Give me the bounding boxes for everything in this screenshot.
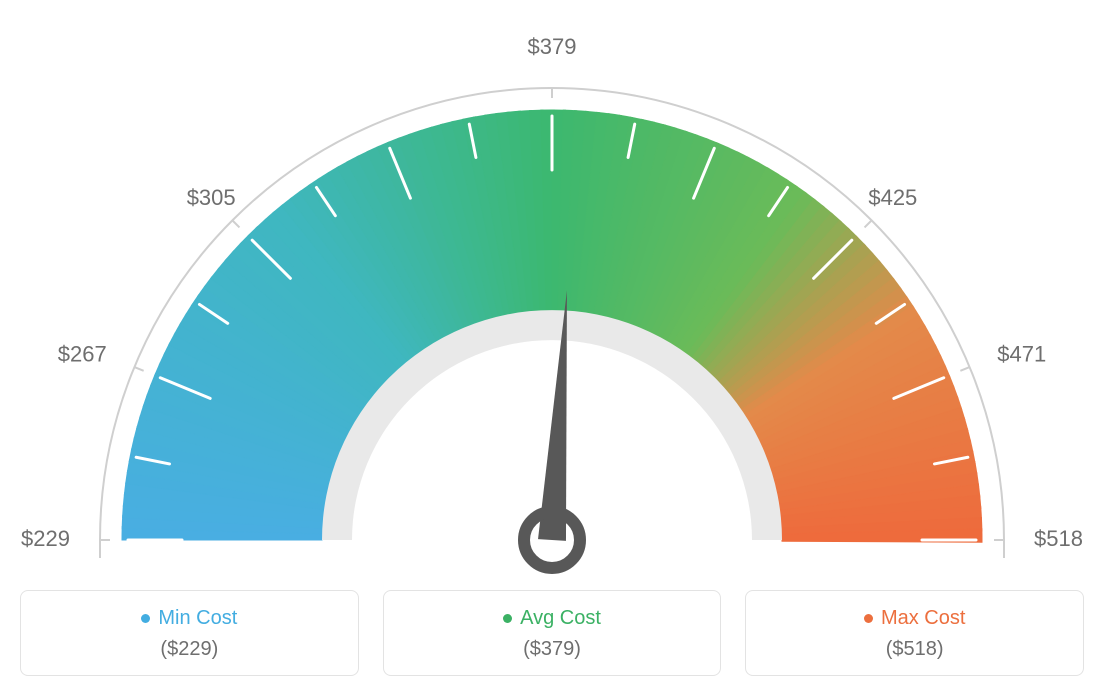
svg-text:$518: $518 — [1034, 526, 1083, 551]
cost-gauge-chart: $229 $267 $305 $379 $425 $471 $518 — [20, 20, 1084, 580]
gauge-svg: $229 $267 $305 $379 $425 $471 $518 — [20, 20, 1084, 580]
legend-title-avg: Avg Cost — [503, 607, 601, 630]
svg-text:$267: $267 — [58, 342, 107, 367]
svg-text:$305: $305 — [187, 185, 236, 210]
svg-text:$471: $471 — [997, 342, 1046, 367]
dot-icon — [141, 614, 150, 623]
legend-value: ($518) — [756, 638, 1073, 661]
legend-card-avg: Avg Cost ($379) — [383, 590, 722, 676]
legend-value: ($379) — [394, 638, 711, 661]
legend-label: Min Cost — [158, 607, 237, 630]
legend-label: Avg Cost — [520, 607, 601, 630]
legend-title-min: Min Cost — [141, 607, 237, 630]
legend-card-min: Min Cost ($229) — [20, 590, 359, 676]
legend-value: ($229) — [31, 638, 348, 661]
legend-row: Min Cost ($229) Avg Cost ($379) Max Cost… — [20, 590, 1084, 676]
svg-text:$229: $229 — [21, 526, 70, 551]
legend-card-max: Max Cost ($518) — [745, 590, 1084, 676]
dot-icon — [503, 614, 512, 623]
svg-text:$425: $425 — [868, 185, 917, 210]
legend-title-max: Max Cost — [864, 607, 965, 630]
dot-icon — [864, 614, 873, 623]
legend-label: Max Cost — [881, 607, 965, 630]
svg-text:$379: $379 — [528, 34, 577, 59]
